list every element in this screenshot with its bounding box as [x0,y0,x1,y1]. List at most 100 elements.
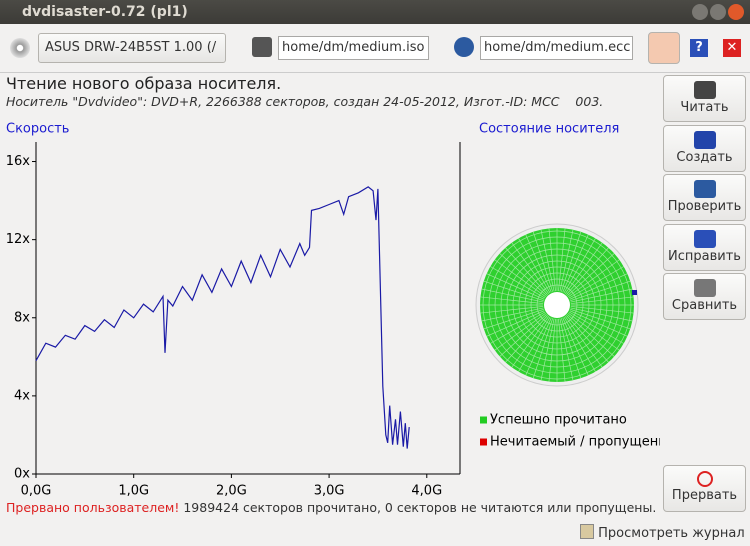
disc-spoke [564,316,603,368]
sidebar-button[interactable]: Читать [663,75,746,122]
help-button[interactable]: ? [690,39,708,57]
status-alert: Прервано пользователем! [6,500,180,515]
legend-label: Нечитаемый / пропущенн [490,435,660,450]
disc-spoke [568,266,624,299]
disc-spoke [511,242,550,294]
status-bar: Прервано пользователем! 1989424 секторов… [6,500,656,515]
button-label: Проверить [667,199,742,214]
x-tick-label: 1,0G [118,484,149,499]
header-title: Чтение нового образа носителя. [6,74,282,93]
disc-spoke [499,314,547,357]
disc-spoke [569,310,628,337]
disc-title: Состояние носителя [479,122,619,137]
abort-button[interactable]: Прервать [663,465,746,512]
disc-spoke [511,316,550,368]
disc-spoke [559,318,574,381]
disc-spoke [570,306,634,314]
disc-spoke [548,228,556,292]
disc-spoke [540,318,555,381]
disc-spoke [525,317,552,376]
disc-texture [480,228,634,382]
drive-icon [10,38,30,58]
disc-spoke [567,253,615,296]
disc-spoke [505,315,548,363]
speed-line [35,186,410,449]
disc-spoke [483,280,544,302]
y-tick-label: 0x [14,467,30,482]
disc-spoke [481,288,544,303]
disc-spoke [560,318,582,379]
sidebar-button[interactable]: Сравнить [663,273,746,320]
maximize-button[interactable] [710,4,726,20]
header-subtitle: Носитель "Dvdvideo": DVD+R, 2266388 сект… [6,94,604,109]
disc-spoke [490,311,546,344]
disc-hole [544,292,570,318]
disc-spoke [486,273,545,300]
legend-swatch [480,416,487,424]
sidebar-button[interactable]: Создать [663,124,746,172]
button-label: Исправить [668,248,741,264]
disc-spoke [562,234,589,293]
button-label: Создать [676,149,733,165]
disc-spoke [532,231,554,292]
sidebar-button[interactable]: Исправить [663,223,746,271]
title-bar: dvdisaster-0.72 (pl1) [0,0,750,24]
disc-spoke [559,229,574,292]
disc-spoke [570,296,634,304]
button-icon [693,229,716,248]
disc-spoke [490,266,546,299]
y-tick-label: 4x [14,388,30,403]
disc-spoke [540,229,555,292]
x-tick-label: 3,0G [314,484,345,499]
image-file-field[interactable]: home/dm/medium.iso [278,36,429,60]
window-title: dvdisaster-0.72 (pl1) [22,4,188,20]
sidebar-button[interactable]: Проверить [663,174,746,221]
y-tick-label: 16x [6,154,31,169]
disc [475,223,639,387]
minimize-button[interactable] [692,4,708,20]
button-icon [693,279,716,297]
disc-spoke [569,273,628,300]
disc-spoke [548,318,556,382]
chart-title: Скорость [6,122,69,137]
disc-spoke [566,315,609,363]
log-button-label: Просмотреть журнал [598,526,745,541]
disc-spoke [570,307,633,322]
toolbar: ASUS DRW-24B5ST 1.00 (/ home/dm/medium.i… [0,24,750,73]
disc-spoke [568,259,620,298]
disc-spoke [518,316,551,372]
disc-spoke [483,308,544,330]
disc-spoke [568,311,624,344]
button-label: Читать [680,100,729,115]
disc-spoke [563,238,596,294]
ecc-file-icon[interactable] [454,37,474,57]
x-tick-label: 0,0G [21,484,52,499]
image-file-icon[interactable] [252,37,272,57]
button-icon [693,81,716,99]
drive-select[interactable]: ASUS DRW-24B5ST 1.00 (/ [38,33,226,63]
chart-area: Скорость Состояние носителя 0x 4x 8x 12x 16x… [6,122,660,499]
disc-spoke [525,234,552,293]
log-button[interactable]: Просмотреть журнал [580,524,745,541]
header: Чтение нового образа носителя. Носитель … [0,72,660,112]
x-tick-label: 4,0G [411,484,442,499]
disc-spoke [499,253,547,296]
read-position [632,290,637,295]
disc-spoke [480,306,544,314]
quit-button[interactable]: ✕ [723,39,741,57]
disc-spoke [494,259,546,298]
preferences-button[interactable] [648,32,680,64]
disc-spoke [567,314,615,357]
disc-spoke [532,318,554,379]
disc-spoke [560,231,582,292]
disc-spoke [570,280,631,302]
disc-spoke [562,317,589,376]
abort-label: Прервать [671,488,738,503]
close-button[interactable] [728,4,744,20]
status-message: 1989424 секторов прочитано, 0 секторов н… [179,500,657,515]
ecc-file-field[interactable]: home/dm/medium.ecc [480,36,633,60]
disc-spoke [566,247,609,295]
disc-spoke [558,228,566,292]
disc-spoke [570,308,631,330]
